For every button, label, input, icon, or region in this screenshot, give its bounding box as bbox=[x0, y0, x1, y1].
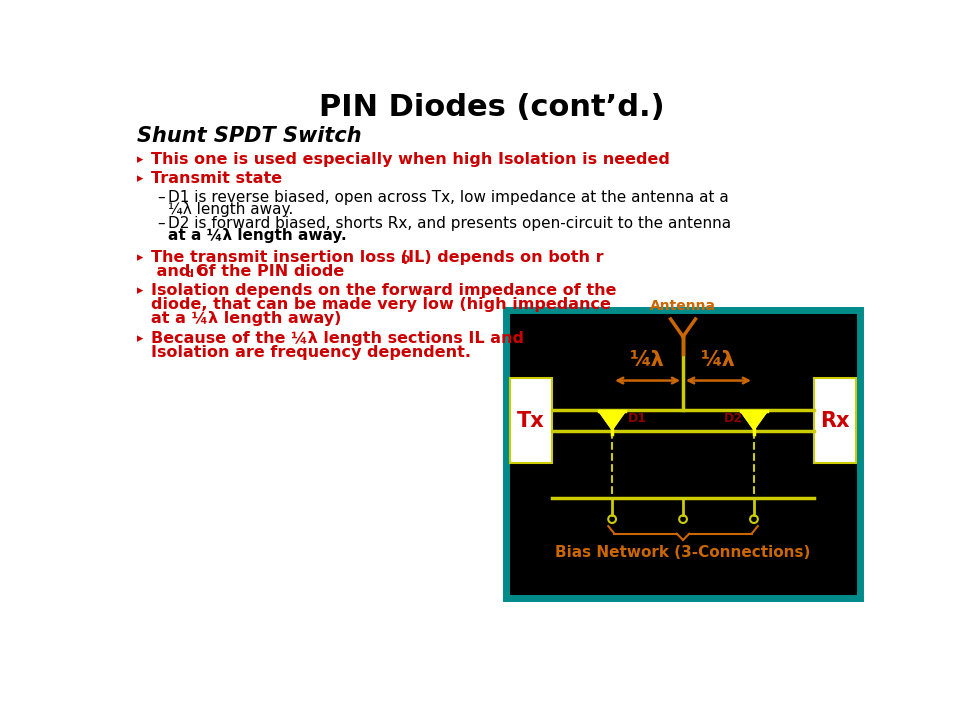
Text: ▸: ▸ bbox=[137, 332, 143, 345]
Text: ▸: ▸ bbox=[137, 153, 143, 166]
Text: ▸: ▸ bbox=[137, 251, 143, 264]
Text: ¼λ: ¼λ bbox=[630, 350, 665, 370]
Text: Isolation are frequency dependent.: Isolation are frequency dependent. bbox=[151, 345, 471, 359]
Text: ▸: ▸ bbox=[137, 172, 143, 185]
Text: PIN Diodes (cont’d.): PIN Diodes (cont’d.) bbox=[319, 93, 665, 122]
Text: Antenna: Antenna bbox=[650, 299, 716, 312]
Text: Tx: Tx bbox=[517, 410, 545, 431]
Text: –: – bbox=[157, 190, 165, 204]
Text: Transmit state: Transmit state bbox=[151, 171, 282, 186]
Text: at a ¼λ length away): at a ¼λ length away) bbox=[151, 310, 342, 325]
Text: Rx: Rx bbox=[820, 410, 850, 431]
Text: Bias Network (3-Connections): Bias Network (3-Connections) bbox=[555, 544, 811, 559]
Text: D1 is reverse biased, open across Tx, low impedance at the antenna at a: D1 is reverse biased, open across Tx, lo… bbox=[168, 190, 729, 204]
Text: ▸: ▸ bbox=[137, 284, 143, 297]
Polygon shape bbox=[599, 411, 625, 430]
Text: The transmit insertion loss (IL) depends on both r: The transmit insertion loss (IL) depends… bbox=[151, 250, 604, 265]
Text: diode, that can be made very low (high impedance: diode, that can be made very low (high i… bbox=[151, 297, 611, 312]
Polygon shape bbox=[741, 411, 767, 430]
FancyBboxPatch shape bbox=[506, 310, 860, 598]
Text: of the PIN diode: of the PIN diode bbox=[192, 264, 345, 279]
Text: D: D bbox=[401, 256, 411, 266]
Text: –: – bbox=[157, 216, 165, 231]
Text: d: d bbox=[186, 269, 194, 279]
Text: D2: D2 bbox=[724, 412, 743, 425]
Bar bbox=[510, 378, 552, 463]
Bar bbox=[814, 378, 856, 463]
Text: ¼λ length away.: ¼λ length away. bbox=[168, 202, 294, 217]
Text: D1: D1 bbox=[628, 412, 647, 425]
Text: ¼λ: ¼λ bbox=[701, 350, 736, 370]
Text: and C: and C bbox=[151, 264, 207, 279]
Text: Shunt SPDT Switch: Shunt SPDT Switch bbox=[137, 127, 362, 146]
Text: Because of the ¼λ length sections IL and: Because of the ¼λ length sections IL and bbox=[151, 330, 524, 346]
Text: D2 is forward biased, shorts Rx, and presents open-circuit to the antenna: D2 is forward biased, shorts Rx, and pre… bbox=[168, 216, 732, 231]
Text: This one is used especially when high Isolation is needed: This one is used especially when high Is… bbox=[151, 152, 670, 167]
Text: Isolation depends on the forward impedance of the: Isolation depends on the forward impedan… bbox=[151, 283, 616, 298]
Text: at a ¼λ length away.: at a ¼λ length away. bbox=[168, 228, 347, 243]
